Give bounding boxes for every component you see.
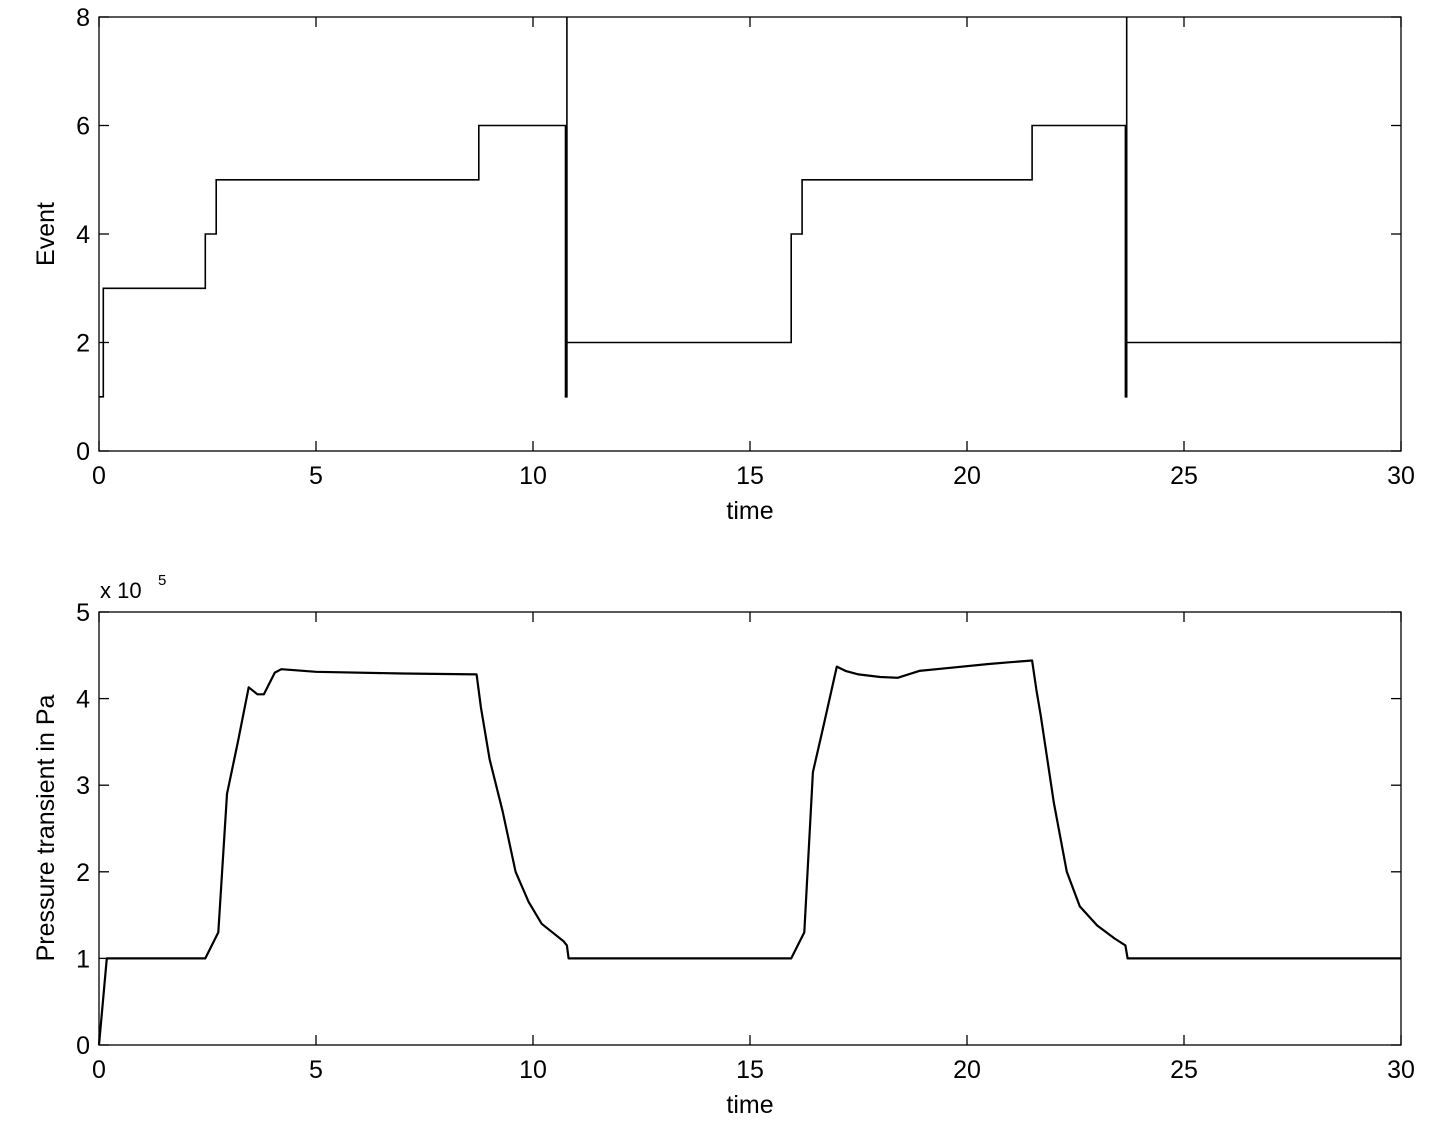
- event-chart-axes-box: [98, 16, 1402, 452]
- pressure-chart-ytick-label: 1: [76, 945, 90, 973]
- pressure-series-line: [97, 659, 1401, 1046]
- pressure-chart-ytick-label: 2: [76, 859, 90, 887]
- pressure-chart-xtick-label: 15: [736, 1056, 764, 1084]
- event-chart-xtick-label: 0: [92, 462, 106, 490]
- event-chart-xtick-label: 15: [736, 462, 764, 490]
- event-chart-ytick-label: 0: [76, 438, 90, 466]
- pressure-chart-xlabel: time: [726, 1091, 773, 1119]
- event-chart-ytick-label: 8: [76, 4, 90, 32]
- pressure-chart-ytick-label: 3: [76, 772, 90, 800]
- event-chart-xtick-label: 25: [1170, 462, 1198, 490]
- pressure-chart-axes-box: [98, 611, 1402, 1046]
- pressure-chart-y-exponent: 5: [158, 572, 166, 589]
- event-chart: 0 5 10 15 20 25 30 0 2 4 6 8 time Event: [32, 4, 1415, 525]
- event-chart-xtick-label: 5: [309, 462, 323, 490]
- event-series-line: [99, 17, 1401, 398]
- event-chart-xtick-label: 30: [1387, 462, 1415, 490]
- pressure-chart-xtick-label: 10: [519, 1056, 547, 1084]
- event-chart-xtick-label: 10: [519, 462, 547, 490]
- pressure-chart-ticks: 0 5 10 15 20 25 30 0 1 2 3 4 5: [76, 599, 1415, 1084]
- pressure-chart-y-multiplier: x 10: [100, 578, 142, 603]
- pressure-chart-ylabel: Pressure transient in Pa: [32, 695, 60, 962]
- event-chart-ytick-label: 6: [76, 113, 90, 141]
- event-chart-xlabel: time: [726, 497, 773, 525]
- pressure-chart-xtick-label: 0: [92, 1056, 106, 1084]
- pressure-chart-xtick-label: 25: [1170, 1056, 1198, 1084]
- pressure-chart-xtick-label: 20: [953, 1056, 981, 1084]
- pressure-chart-xtick-label: 5: [309, 1056, 323, 1084]
- pressure-chart: 0 5 10 15 20 25 30 0 1 2 3 4 5 time Pressure transie…: [32, 572, 1415, 1119]
- event-chart-ticks: 0 5 10 15 20 25 30 0 2 4 6 8: [76, 4, 1415, 490]
- event-chart-xtick-label: 20: [953, 462, 981, 490]
- pressure-chart-xtick-label: 30: [1387, 1056, 1415, 1084]
- event-chart-ylabel: Event: [32, 202, 60, 266]
- event-chart-ytick-label: 2: [76, 330, 90, 358]
- pressure-chart-ytick-label: 4: [76, 686, 90, 714]
- event-chart-ytick-label: 4: [76, 221, 90, 249]
- pressure-chart-ytick-label: 0: [76, 1032, 90, 1060]
- pressure-chart-ytick-label: 5: [76, 599, 90, 627]
